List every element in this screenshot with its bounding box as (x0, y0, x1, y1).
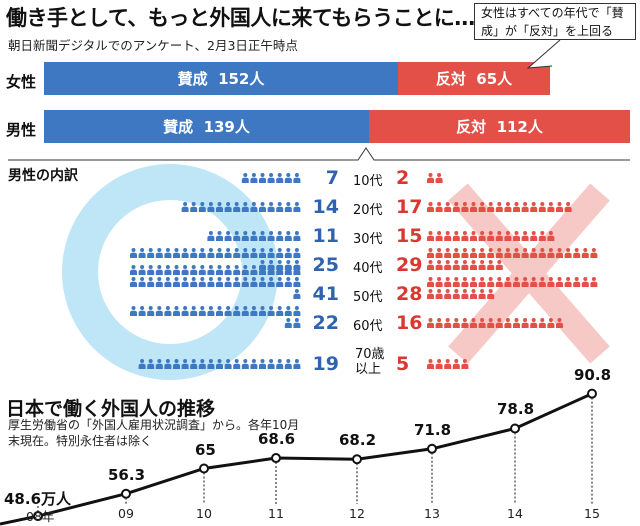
disapprove-count: 5 (396, 353, 410, 375)
trend-year-label: 10 (196, 506, 212, 521)
approve-count: 25 (312, 254, 339, 276)
age-label: 20代 (353, 203, 383, 218)
female-label: 女性 (6, 73, 37, 91)
age-label: 60代 (353, 319, 383, 334)
headline: 働き手として、もっと外国人に来てもらうことに… (6, 6, 475, 30)
age-label: 10代 (353, 174, 383, 189)
trend-value-label: 68.6 (258, 430, 296, 449)
trend-point (271, 453, 281, 464)
male-yes-bar: 賛成 139 人 (44, 110, 369, 143)
disapprove-count: 29 (396, 254, 423, 276)
trend-year-label: 15 (584, 506, 600, 521)
trend-point (199, 463, 209, 474)
disapprove-icon-group (427, 318, 563, 328)
female-no-bar: 反対 65 人 (398, 62, 550, 95)
disapprove-count: 16 (396, 312, 423, 334)
callout-pointer (526, 39, 561, 69)
disapprove-count: 2 (396, 167, 410, 189)
breakdown-bracket (8, 147, 630, 161)
trend-year-label: 08年 (26, 509, 55, 524)
disapprove-icon-group (427, 248, 598, 270)
age-label: 70歳 (355, 347, 385, 362)
approve-icon-group (207, 231, 301, 241)
disapprove-count: 15 (396, 225, 423, 247)
trend-point (352, 454, 362, 465)
approve-count: 7 (325, 167, 339, 189)
trend-value-label: 68.2 (339, 431, 377, 450)
approve-icon-group (130, 265, 301, 299)
source-note: 朝日新聞デジタルでのアンケート、2月3日正午時点 (8, 38, 298, 53)
trend-year-label: 14 (507, 506, 523, 521)
age-label: 30代 (353, 232, 383, 247)
trend-year-label: 13 (424, 506, 440, 521)
trend-point (587, 388, 597, 399)
male-no-bar: 反対 112 人 (369, 110, 630, 143)
trend-point (33, 511, 43, 522)
male-label: 男性 (6, 121, 37, 139)
disapprove-icon-group (427, 359, 469, 369)
approve-count: 11 (312, 225, 339, 247)
callout-box: 女性はすべての年代で「賛成」が「反対」を上回る (474, 3, 636, 40)
age-label: 以上 (355, 362, 382, 377)
trend-value-label: 48.6万人 (4, 490, 72, 509)
approve-count: 14 (312, 196, 339, 218)
trend-value-label: 56.3 (108, 465, 146, 484)
disapprove-icon-group (427, 202, 572, 212)
breakdown-title: 男性の内訳 (8, 168, 78, 184)
disapprove-count: 28 (396, 283, 423, 305)
trend-value-label: 90.8 (574, 365, 612, 384)
trend-value-label: 65 (195, 440, 216, 459)
female-yes-bar: 賛成 152 人 (44, 62, 398, 95)
approve-count: 22 (312, 312, 339, 334)
age-label: 40代 (353, 261, 383, 276)
approve-icon-group (138, 359, 301, 369)
trend-value-label: 78.8 (497, 400, 535, 419)
trend-point (121, 488, 131, 499)
trend-year-label: 12 (349, 506, 365, 521)
approve-icon-group (181, 202, 301, 212)
disapprove-icon-group (427, 173, 443, 183)
trend-note: 厚生労働省の「外国人雇用状況調査」から。各年10月末現在。特別永住者は除く (8, 418, 300, 448)
trend-point (427, 443, 437, 454)
trend-point (510, 423, 520, 434)
age-label: 50代 (353, 290, 383, 305)
approve-count: 41 (312, 283, 339, 305)
approve-count: 19 (312, 353, 339, 375)
approve-icon-group (241, 173, 301, 183)
trend-title: 日本で働く外国人の推移 (6, 398, 216, 420)
trend-value-label: 71.8 (414, 420, 452, 439)
trend-year-label: 11 (268, 506, 284, 521)
disapprove-icon-group (427, 277, 598, 299)
disapprove-count: 17 (396, 196, 423, 218)
approve-icon-group (130, 248, 301, 270)
disapprove-icon-group (427, 231, 555, 241)
approve-icon-group (130, 306, 301, 328)
trend-year-label: 09 (118, 506, 134, 521)
